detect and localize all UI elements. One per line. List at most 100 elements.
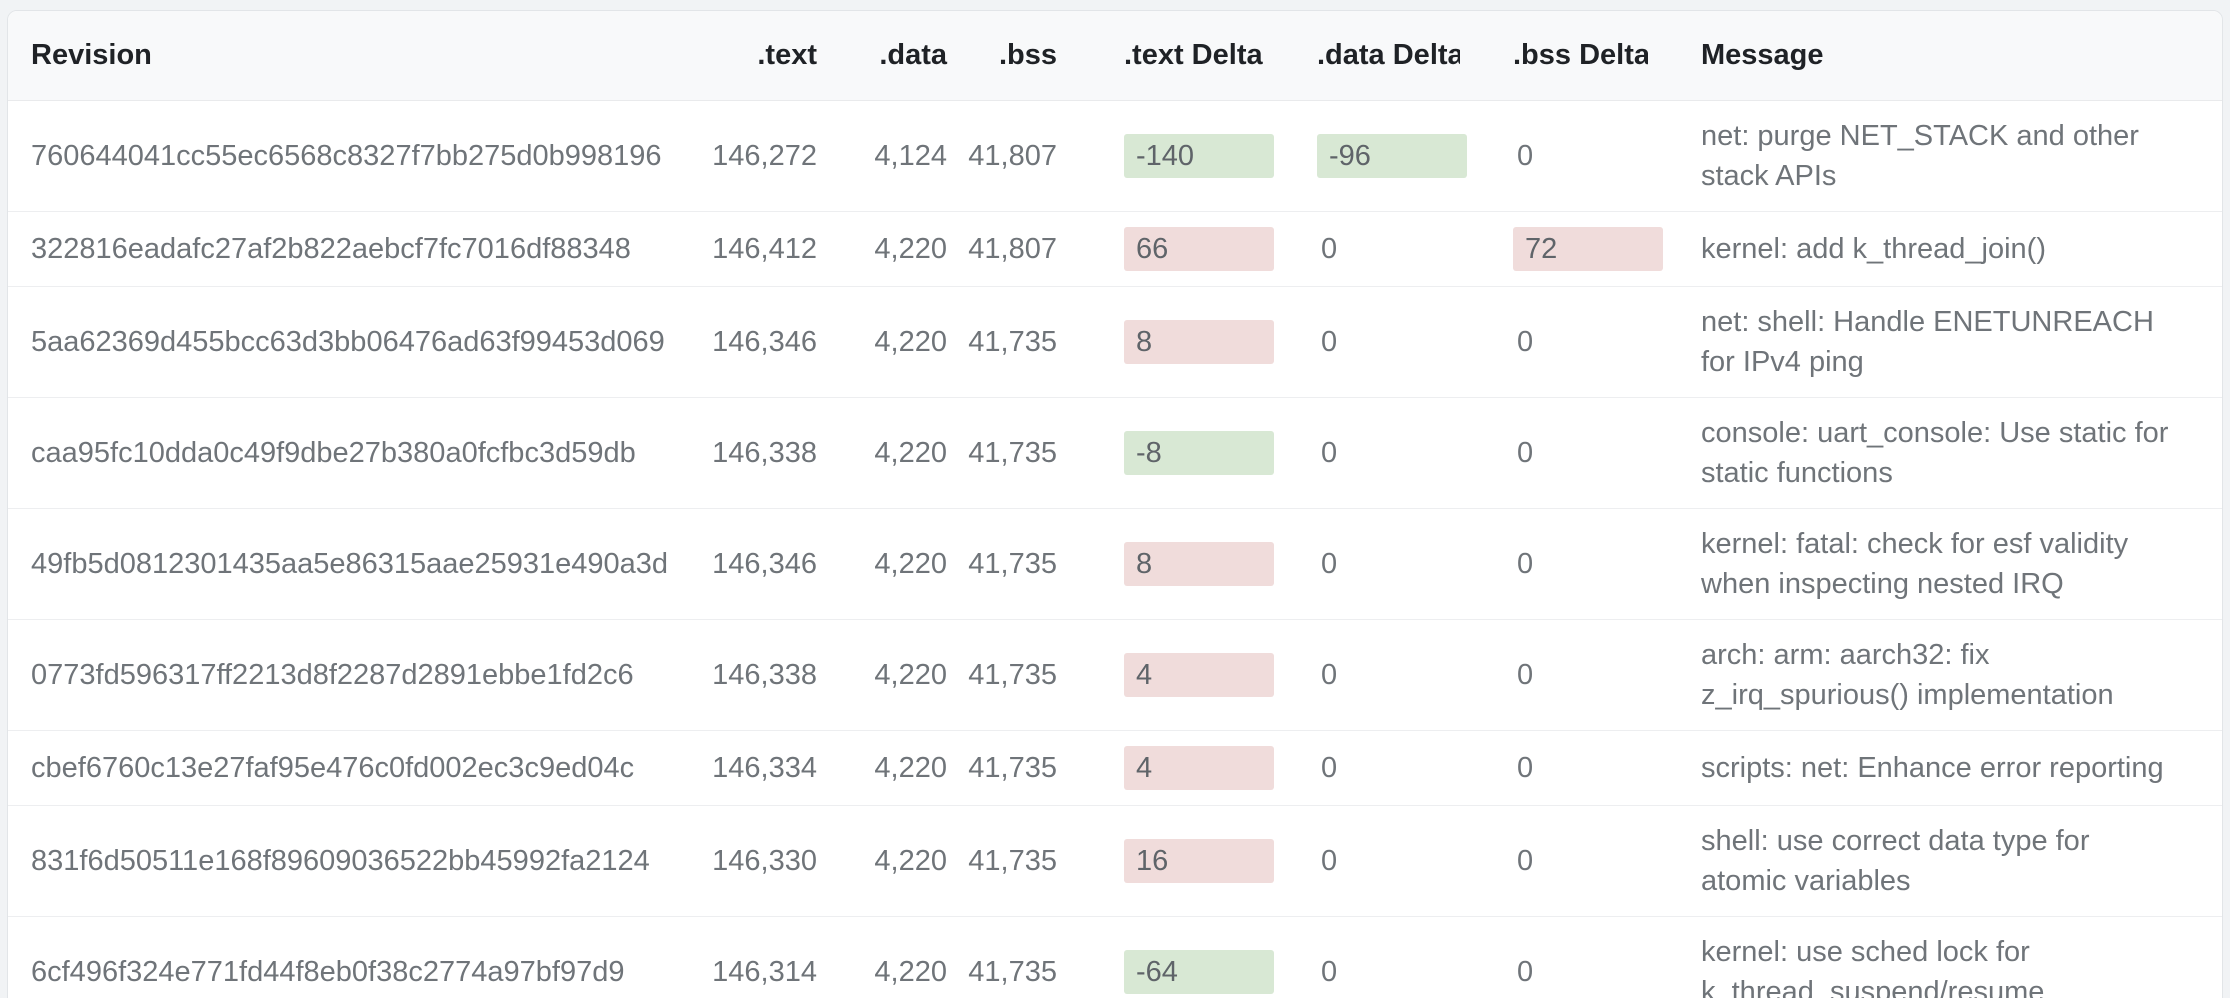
text-delta-cell: 8 [1071,286,1274,398]
table-row: 322816eadafc27af2b822aebcf7fc7016df88348… [8,211,2222,287]
delta-increase-badge: 72 [1513,227,1663,271]
table-row: 49fb5d0812301435aa5e86315aae25931e490a3d… [8,508,2222,620]
text-size-cell: 146,338 [701,619,831,731]
data-size-cell: 4,220 [831,805,961,917]
size-report-card: Revision .text .data .bss .text Delta .d… [7,10,2223,998]
bss-delta-cell: 0 [1460,916,1648,998]
text-delta-cell: -64 [1071,916,1274,998]
revision-cell: 6cf496f324e771fd44f8eb0f38c2774a97bf97d9 [8,916,701,998]
data-size-cell: 4,220 [831,211,961,287]
text-size-cell: 146,334 [701,730,831,806]
table-body: 760644041cc55ec6568c8327f7bb275d0b998196… [8,100,2222,998]
table-row: 6cf496f324e771fd44f8eb0f38c2774a97bf97d9… [8,916,2222,998]
table-row: 0773fd596317ff2213d8f2287d2891ebbe1fd2c6… [8,619,2222,731]
revision-cell: caa95fc10dda0c49f9dbe27b380a0fcfbc3d59db [8,397,701,509]
table-row: 760644041cc55ec6568c8327f7bb275d0b998196… [8,100,2222,212]
data-delta-cell: 0 [1264,805,1460,917]
bss-size-cell: 41,735 [961,286,1071,398]
delta-increase-badge: 16 [1124,839,1274,883]
bss-size-cell: 41,735 [961,730,1071,806]
revision-cell: 322816eadafc27af2b822aebcf7fc7016df88348 [8,211,701,287]
text-size-cell: 146,272 [701,100,831,212]
data-size-cell: 4,220 [831,730,961,806]
commit-message-cell: kernel: use sched lock for k_thread_susp… [1648,916,2222,998]
bss-delta-cell: 0 [1460,619,1648,731]
table-header-row: Revision .text .data .bss .text Delta .d… [8,11,2222,101]
text-delta-cell: 4 [1071,619,1274,731]
text-size-cell: 146,346 [701,286,831,398]
delta-value: 0 [1321,233,1338,265]
revision-cell: 49fb5d0812301435aa5e86315aae25931e490a3d [8,508,701,620]
delta-value: 0 [1517,845,1534,877]
text-delta-cell: 16 [1071,805,1274,917]
bss-size-cell: 41,807 [961,100,1071,212]
bss-size-cell: 41,735 [961,397,1071,509]
text-size-cell: 146,338 [701,397,831,509]
bss-size-cell: 41,735 [961,805,1071,917]
revision-cell: 831f6d50511e168f89609036522bb45992fa2124 [8,805,701,917]
table-row: 831f6d50511e168f89609036522bb45992fa2124… [8,805,2222,917]
data-delta-cell: 0 [1264,730,1460,806]
delta-increase-badge: 4 [1124,746,1274,790]
bss-delta-cell: 72 [1460,211,1663,287]
data-delta-cell: 0 [1264,619,1460,731]
data-size-cell: 4,220 [831,286,961,398]
bss-delta-cell: 0 [1460,805,1648,917]
commit-message-cell: net: shell: Handle ENETUNREACH for IPv4 … [1648,286,2222,398]
revision-cell: 760644041cc55ec6568c8327f7bb275d0b998196 [8,100,701,212]
revision-cell: 5aa62369d455bcc63d3bb06476ad63f99453d069 [8,286,701,398]
table-row: caa95fc10dda0c49f9dbe27b380a0fcfbc3d59db… [8,397,2222,509]
revision-cell: cbef6760c13e27faf95e476c0fd002ec3c9ed04c [8,730,701,806]
data-delta-cell: 0 [1264,508,1460,620]
delta-value: 0 [1321,659,1338,691]
delta-value: 0 [1517,752,1534,784]
bss-size-cell: 41,807 [961,211,1071,287]
table-row: cbef6760c13e27faf95e476c0fd002ec3c9ed04c… [8,730,2222,806]
data-delta-cell: -96 [1264,100,1467,212]
size-report-table: Revision .text .data .bss .text Delta .d… [8,11,2222,998]
commit-message-cell: shell: use correct data type for atomic … [1648,805,2222,917]
delta-value: 0 [1321,845,1338,877]
data-delta-cell: 0 [1264,397,1460,509]
delta-value: 0 [1321,548,1338,580]
revision-cell: 0773fd596317ff2213d8f2287d2891ebbe1fd2c6 [8,619,701,731]
text-delta-cell: -140 [1071,100,1274,212]
delta-value: 0 [1321,956,1338,988]
commit-message-cell: kernel: add k_thread_join() [1648,211,2222,287]
delta-increase-badge: 66 [1124,227,1274,271]
delta-value: 0 [1517,437,1534,469]
text-delta-cell: 8 [1071,508,1274,620]
delta-value: 0 [1321,437,1338,469]
column-header-bss: .bss [961,11,1071,101]
delta-increase-badge: 8 [1124,542,1274,586]
data-size-cell: 4,220 [831,916,961,998]
column-header-bss-delta: .bss Delta [1460,11,1648,101]
delta-value: 0 [1321,326,1338,358]
bss-delta-cell: 0 [1460,100,1648,212]
text-size-cell: 146,330 [701,805,831,917]
column-header-message: Message [1648,11,2222,101]
commit-message-cell: kernel: fatal: check for esf validity wh… [1648,508,2222,620]
bss-delta-cell: 0 [1460,508,1648,620]
bss-size-cell: 41,735 [961,619,1071,731]
bss-delta-cell: 0 [1460,730,1648,806]
delta-decrease-badge: -96 [1317,134,1467,178]
text-size-cell: 146,346 [701,508,831,620]
delta-decrease-badge: -140 [1124,134,1274,178]
commit-message-cell: net: purge NET_STACK and other stack API… [1648,100,2222,212]
text-size-cell: 146,412 [701,211,831,287]
text-delta-cell: 66 [1071,211,1274,287]
data-delta-cell: 0 [1264,286,1460,398]
column-header-data-delta: .data Delta [1264,11,1460,101]
text-delta-cell: 4 [1071,730,1274,806]
text-delta-cell: -8 [1071,397,1274,509]
delta-value: 0 [1517,659,1534,691]
data-size-cell: 4,220 [831,619,961,731]
data-size-cell: 4,220 [831,508,961,620]
delta-value: 0 [1517,326,1534,358]
delta-decrease-badge: -8 [1124,431,1274,475]
column-header-data: .data [831,11,961,101]
text-size-cell: 146,314 [701,916,831,998]
column-header-text: .text [701,11,831,101]
commit-message-cell: scripts: net: Enhance error reporting [1648,730,2222,806]
